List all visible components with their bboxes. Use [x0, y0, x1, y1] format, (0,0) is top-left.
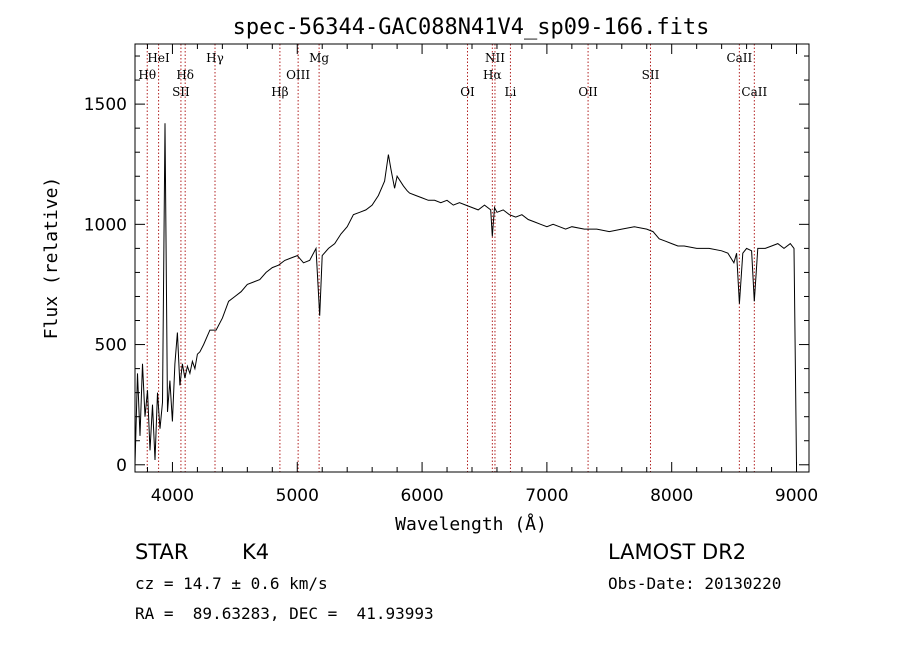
x-tick-label: 6000: [400, 486, 443, 506]
x-tick-label: 7000: [525, 486, 568, 506]
spectrum-series: [134, 123, 797, 465]
line-label-3: SII: [172, 85, 190, 99]
y-axis-ticks: 0 500 1000 1500: [84, 55, 809, 476]
line-label-11: Li: [505, 85, 517, 99]
line-label-12: OII: [578, 85, 598, 99]
object-subclass: K4: [242, 540, 270, 564]
y-tick-label: 1000: [84, 215, 127, 235]
spectrum-line-0: [134, 123, 797, 465]
y-axis-label: Flux (relative): [41, 177, 62, 340]
y-tick-label: 0: [116, 456, 127, 476]
x-tick-label: 5000: [276, 486, 319, 506]
line-label-15: CaII: [741, 85, 767, 99]
x-axis-ticks: 4000 5000 6000 7000 8000 9000: [146, 44, 818, 506]
line-label-6: OIII: [286, 68, 310, 82]
line-label-0: Hθ: [138, 68, 156, 82]
y-tick-label: 500: [95, 336, 127, 356]
x-tick-label: 9000: [775, 486, 818, 506]
line-label-8: OI: [460, 85, 475, 99]
line-label-14: CaII: [726, 51, 752, 65]
line-label-9: NII: [485, 51, 505, 65]
y-tick-label: 1500: [84, 95, 127, 115]
x-axis-label: Wavelength (Å): [395, 513, 547, 535]
line-label-7: Mg: [309, 51, 329, 65]
survey-name: LAMOST DR2: [608, 540, 747, 564]
observation-date: Obs-Date: 20130220: [608, 574, 782, 593]
line-label-13: SII: [642, 68, 660, 82]
line-label-2: Hδ: [176, 68, 194, 82]
x-tick-label: 8000: [650, 486, 693, 506]
line-label-1: HeI: [147, 51, 170, 65]
redshift-value: cz = 14.7 ± 0.6 km/s: [135, 574, 328, 593]
plot-frame: [134, 43, 810, 473]
line-label-4: Hγ: [206, 51, 224, 65]
coordinates: RA = 89.63283, DEC = 41.93993: [135, 604, 434, 623]
chart-title: spec-56344-GAC088N41V4_sp09-166.fits: [233, 15, 710, 40]
x-tick-label: 4000: [151, 486, 194, 506]
line-label-5: Hβ: [271, 85, 288, 99]
object-class: STAR: [135, 540, 189, 564]
line-label-10: Hα: [483, 68, 502, 82]
